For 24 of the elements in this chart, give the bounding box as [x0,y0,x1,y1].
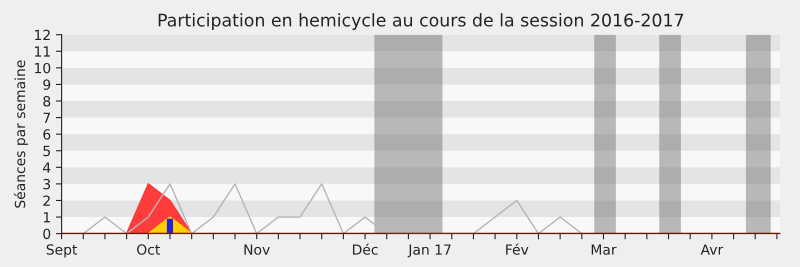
y-tick-label: 12 [35,30,50,40]
y-tick-label: 5 [43,146,50,156]
y-tick-label: 3 [43,178,50,190]
x-tick-label: Jan 17 [408,244,451,258]
x-tick-label: Oct [137,244,160,255]
y-tick-label: 1 [44,212,50,222]
x-tick-label: Fév [506,243,528,255]
line-series [82,183,583,234]
x-tick-label: Déc [352,243,378,255]
y-tick-label: 6 [43,129,50,140]
x-tick-label: Sept [46,244,78,258]
x-tick-label: Mar [592,244,617,255]
y-tick-label: 8 [43,96,50,106]
y-axis-title: Séances par semaine [14,60,28,208]
y-tick-label: 9 [43,79,50,90]
y-tick-label: 11 [35,46,50,57]
y-tick-label: 4 [43,162,50,173]
y-tick-label: 0 [43,228,50,240]
y-tick-label: 7 [43,112,50,123]
x-tick-label: Nov [244,244,270,255]
x-tick-label: Avr [700,244,724,255]
y-tick-label: 10 [35,62,50,74]
chart-title: Participation en hemicycle au cours de la session 2016-2017 [158,13,684,30]
y-tick-label: 2 [43,195,50,206]
